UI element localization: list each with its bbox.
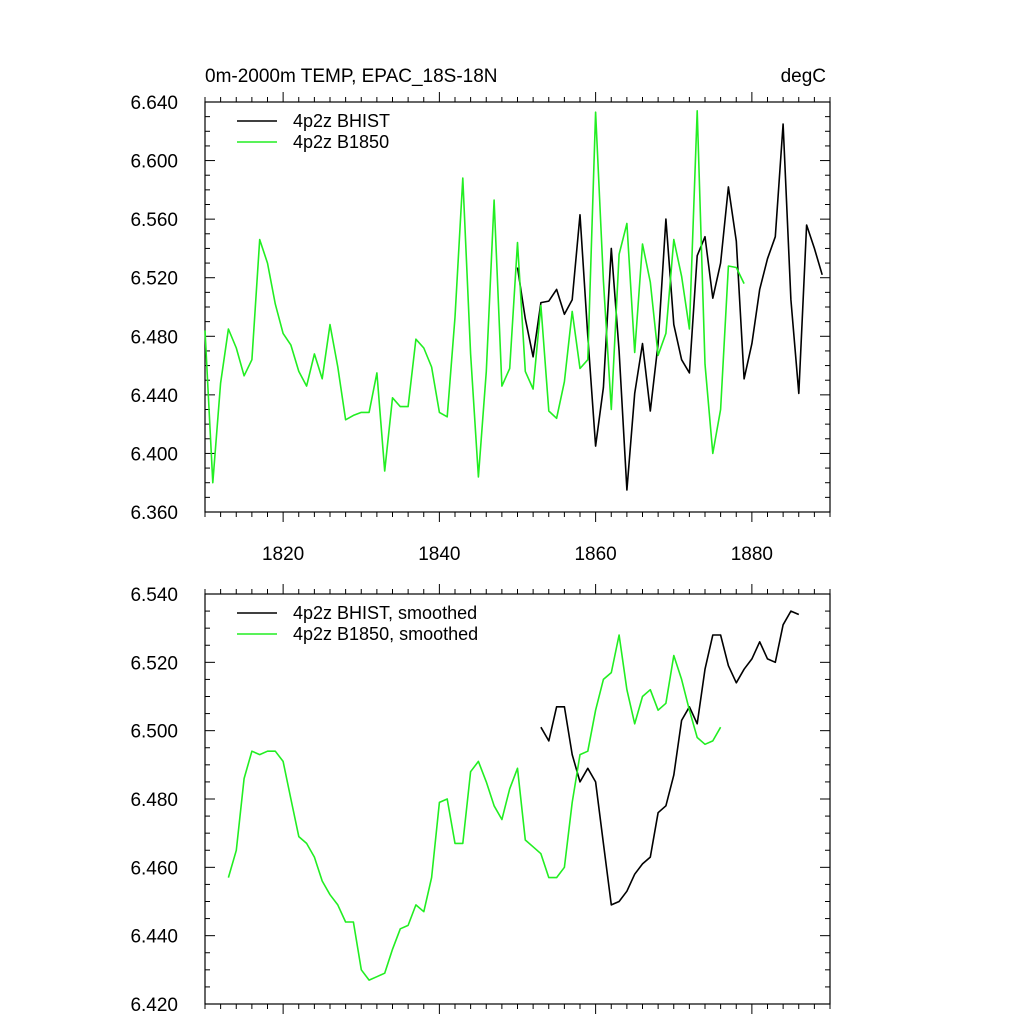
series-line-1 xyxy=(204,110,745,484)
y-tick-label: 6.440 xyxy=(130,386,178,407)
legend-label-0: 4p2z BHIST xyxy=(293,111,390,131)
legend-label-1: 4p2z B1850 xyxy=(293,132,389,152)
y-tick-label: 6.640 xyxy=(130,93,178,114)
series-line-0 xyxy=(516,123,823,491)
y-tick-label: 6.520 xyxy=(130,269,178,290)
legend-label-1: 4p2z B1850, smoothed xyxy=(293,624,478,644)
units-label: degC xyxy=(781,66,826,87)
y-tick-label: 6.480 xyxy=(130,790,178,811)
y-tick-label: 6.540 xyxy=(130,585,178,606)
series-line-0 xyxy=(540,610,800,906)
y-tick-label: 6.360 xyxy=(130,503,178,524)
y-tick-label: 6.520 xyxy=(130,653,178,674)
series-line-1 xyxy=(227,634,722,981)
y-tick-label: 6.440 xyxy=(130,927,178,948)
y-tick-label: 6.500 xyxy=(130,722,178,743)
chart-title: 0m-2000m TEMP, EPAC_18S-18N xyxy=(205,66,498,87)
y-tick-label: 6.420 xyxy=(130,995,178,1016)
bottom-chart-panel: 6.420 6.440 6.460 6.480 6.500 6.520 6.540 4p2z … xyxy=(130,584,831,1016)
y-tick-label: 6.600 xyxy=(130,152,178,173)
legend-label-0: 4p2z BHIST, smoothed xyxy=(293,603,477,623)
plot-frame xyxy=(204,101,831,513)
top-chart-panel: 6.360 6.400 6.440 6.480 6.520 6.560 6.600 6.640… xyxy=(130,66,831,565)
y-tick-label: 6.560 xyxy=(130,210,178,231)
x-tick-label: 1820 xyxy=(262,544,304,565)
x-tick-label: 1840 xyxy=(418,544,460,565)
y-tick-label: 6.460 xyxy=(130,858,178,879)
x-tick-label: 1880 xyxy=(731,544,773,565)
plot-frame xyxy=(204,593,831,1005)
y-tick-label: 6.400 xyxy=(130,444,178,465)
x-tick-label: 1860 xyxy=(574,544,616,565)
y-tick-label: 6.480 xyxy=(130,327,178,348)
